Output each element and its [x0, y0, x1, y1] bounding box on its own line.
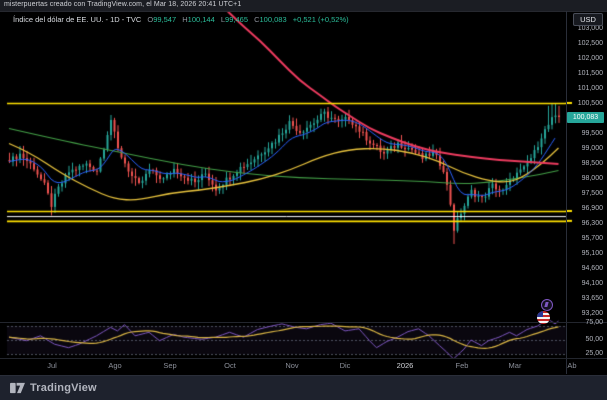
- price-tick-label: 99,500: [581, 129, 603, 137]
- time-axis-label: Oct: [224, 361, 236, 370]
- currency-toggle-button[interactable]: USD: [573, 13, 603, 26]
- price-axis-border: [566, 11, 567, 374]
- time-axis-label: Feb: [455, 361, 469, 370]
- price-tick-label: 96,900: [581, 204, 603, 212]
- time-axis-label: Nov: [285, 361, 299, 370]
- price-tick-label: 101,000: [577, 84, 603, 92]
- price-tick-label: 93,200: [581, 309, 603, 317]
- price-tick-label: 94,100: [581, 279, 603, 287]
- price-tick-label: 93,650: [581, 294, 603, 302]
- time-axis-label: Mar: [508, 361, 522, 370]
- change-value: +0,521 (+0,52%): [292, 15, 349, 24]
- time-axis-label: Dic: [339, 361, 351, 370]
- time-axis-border: [0, 358, 607, 359]
- price-tick-label: 100,500: [577, 99, 603, 107]
- footer-bar: TradingView: [0, 375, 607, 400]
- price-tick-label: 95,700: [581, 234, 603, 242]
- tradingview-logo-text: TradingView: [30, 382, 97, 394]
- high-value: 100,144: [187, 15, 215, 24]
- price-tick-label: 99,000: [581, 144, 603, 152]
- price-tick-label: 101,500: [577, 69, 603, 77]
- price-tick-label: 97,500: [581, 189, 603, 197]
- pane-separator[interactable]: [0, 322, 607, 323]
- tradingview-logo-icon: [10, 382, 25, 394]
- price-tick-label: 98,000: [581, 174, 603, 182]
- price-tick-label: 102,500: [577, 39, 603, 47]
- rsi-tick-label: 50,00: [585, 336, 603, 343]
- price-tick-label: 94,600: [581, 264, 603, 272]
- open-value: 99,547: [153, 15, 177, 24]
- us-flag-event-icon[interactable]: [537, 311, 550, 324]
- rsi-tick-label: 25,00: [585, 350, 603, 357]
- low-label: L: [220, 15, 226, 24]
- open-label: O: [147, 15, 154, 24]
- close-label: C: [254, 15, 260, 24]
- time-axis-label: Ab: [567, 361, 577, 370]
- price-tick-label: 102,000: [577, 54, 603, 62]
- tradingview-logo[interactable]: TradingView: [10, 381, 97, 395]
- high-label: H: [182, 15, 188, 24]
- price-tick-label: 95,100: [581, 249, 603, 257]
- symbol-legend: Índice del dólar de EE. UU. - 1D - TVC O…: [13, 15, 349, 24]
- time-axis-label: Ago: [108, 361, 122, 370]
- price-tick-label: 103,000: [577, 24, 603, 32]
- time-axis-label: Sep: [163, 361, 177, 370]
- rsi-tick-label: 75,00: [585, 318, 603, 326]
- low-value: 99,465: [225, 15, 248, 24]
- time-axis-label: 2026: [396, 361, 414, 370]
- symbol-title[interactable]: Índice del dólar de EE. UU. - 1D - TVC: [13, 15, 142, 24]
- time-axis-label: Jul: [47, 361, 57, 370]
- last-price-label: 100,083: [567, 111, 604, 123]
- price-tick-label: 96,300: [581, 219, 603, 227]
- price-tick-label: 98,500: [581, 159, 603, 167]
- close-value: 100,083: [259, 15, 287, 24]
- event-marker-icon[interactable]: [541, 299, 553, 311]
